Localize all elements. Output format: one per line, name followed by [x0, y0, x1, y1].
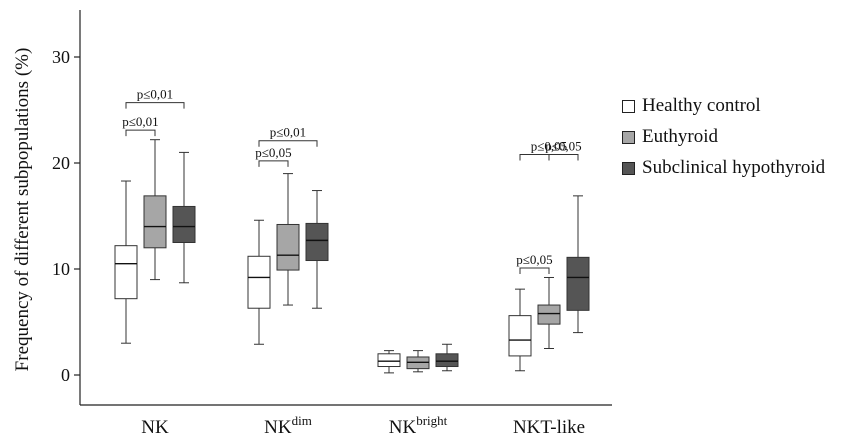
box-2-1: [305, 190, 329, 309]
p-value-label: p≤0,05: [255, 145, 291, 160]
legend-item-euthyroid: Euthyroid: [622, 123, 825, 151]
legend-swatch-subclinical-hypothyroid: [622, 161, 635, 175]
y-axis-label: Frequency of different subpopulations (%…: [12, 48, 33, 372]
box-2-2: [435, 343, 459, 372]
y-tick-label: 30: [52, 47, 70, 67]
bracket-line: [258, 160, 289, 167]
iqr-box: [172, 205, 196, 244]
significance-annotations: p≤0,01p≤0,01p≤0,05p≤0,01p≤0,05p≤0,05p≤0,…: [122, 87, 582, 274]
y-tick-label: 0: [61, 365, 70, 385]
box-2-3: [566, 195, 590, 334]
legend-label: Subclinical hypothyroid: [642, 157, 826, 178]
x-tick-label: NK: [141, 417, 169, 438]
p-value-label: p≤0,01: [270, 125, 306, 140]
legend-swatch-healthy-control: [622, 99, 635, 113]
bracket-line: [548, 154, 579, 161]
box-0-3: [508, 288, 532, 372]
significance-bracket: p≤0,01: [122, 114, 159, 137]
iqr-box: [566, 256, 590, 311]
p-value-label: p≤0,05: [516, 252, 552, 267]
box-0-0: [114, 180, 138, 344]
significance-bracket: p≤0,01: [125, 87, 185, 109]
iqr-box: [435, 353, 459, 368]
significance-bracket: p≤0,05: [255, 145, 292, 167]
iqr-box: [508, 315, 532, 357]
box-1-3: [537, 276, 561, 349]
iqr-box: [114, 245, 138, 300]
iqr-box: [537, 304, 561, 325]
box-0-2: [377, 350, 401, 374]
iqr-box: [377, 353, 401, 368]
legend-item-healthy-control: Healthy control: [622, 92, 825, 120]
legend-label: Healthy control: [642, 95, 761, 116]
box-0-1: [247, 219, 271, 345]
p-value-label: p≤0,01: [137, 87, 173, 102]
legend: Healthy control Euthyroid Subclinical hy…: [622, 92, 825, 185]
bracket-line: [519, 267, 550, 274]
iqr-box: [143, 195, 167, 249]
bracket-line: [258, 140, 318, 147]
box-1-2: [406, 350, 430, 373]
bracket-line: [519, 154, 579, 161]
y-tick-label: 20: [52, 153, 70, 173]
p-value-label: p≤0,05: [545, 139, 581, 154]
x-tick-label: NKT-like: [513, 417, 585, 438]
significance-bracket: p≤0,01: [258, 125, 318, 147]
bracket-line: [125, 129, 156, 137]
plot-area: [114, 139, 590, 374]
legend-label: Euthyroid: [642, 126, 718, 147]
legend-item-subclinical-hypothyroid: Subclinical hypothyroid: [622, 154, 825, 182]
box-1-1: [276, 173, 300, 306]
x-tick-label: NKdim: [264, 413, 312, 438]
y-tick-label: 10: [52, 259, 70, 279]
x-tick-label: NKbright: [389, 413, 448, 438]
bracket-line: [125, 102, 185, 109]
iqr-box: [247, 255, 271, 309]
p-value-label: p≤0,05: [531, 139, 567, 154]
p-value-label: p≤0,01: [122, 114, 158, 129]
significance-bracket: p≤0,05: [516, 252, 553, 274]
box-1-0: [143, 139, 167, 281]
axes: 0 10 20 30 Frequency of different subpopulat…: [12, 10, 612, 438]
box-2-0: [172, 151, 196, 284]
legend-swatch-euthyroid: [622, 130, 635, 144]
significance-bracket: p≤0,05: [519, 139, 579, 161]
iqr-box: [276, 223, 300, 271]
iqr-box: [305, 222, 329, 262]
